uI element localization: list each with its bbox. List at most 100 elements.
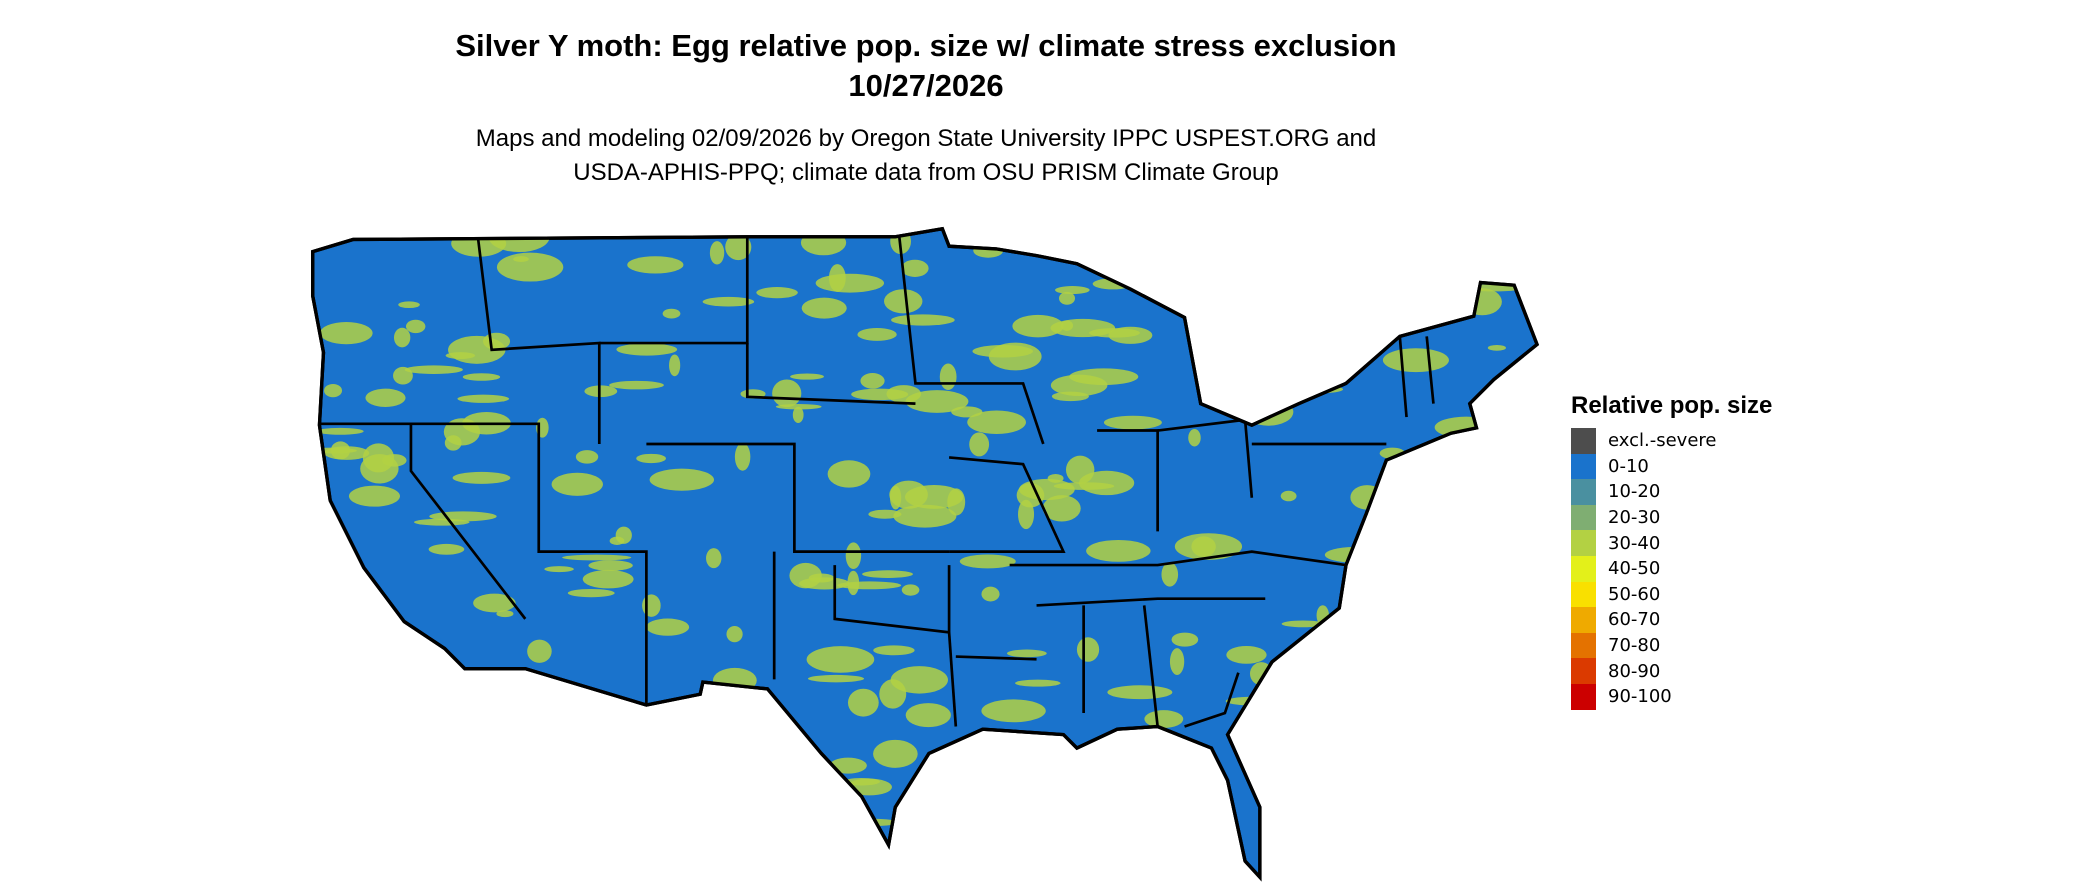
- population-patch: [1364, 260, 1416, 271]
- population-patch: [365, 388, 406, 407]
- population-patch: [890, 666, 949, 694]
- population-patch: [1462, 288, 1502, 316]
- population-patch: [457, 394, 510, 403]
- legend-title: Relative pop. size: [1571, 392, 1773, 419]
- population-patch: [1391, 590, 1408, 600]
- population-patch: [609, 536, 625, 546]
- population-patch: [1050, 318, 1116, 338]
- population-patch: [1472, 553, 1485, 569]
- population-patch: [726, 625, 743, 643]
- population-patch: [981, 699, 1046, 723]
- legend-item: 10-20: [1571, 479, 1772, 505]
- state-border: [1184, 672, 1240, 728]
- population-patch: [330, 441, 351, 460]
- population-patch: [829, 757, 867, 774]
- population-patch: [1292, 852, 1349, 864]
- population-patch: [618, 735, 677, 755]
- population-patch: [1136, 754, 1205, 766]
- population-patch: [893, 504, 957, 528]
- population-patch: [1012, 314, 1064, 338]
- population-patch: [393, 366, 413, 385]
- population-patch: [862, 570, 913, 578]
- population-patch: [663, 801, 710, 817]
- legend-label: 30-40: [1608, 532, 1661, 554]
- population-patch: [939, 363, 957, 391]
- population-patch: [981, 586, 1000, 602]
- population-patch: [1173, 291, 1230, 317]
- population-patch: [1486, 854, 1514, 861]
- population-patch: [1272, 661, 1289, 685]
- legend-label: 80-90: [1608, 660, 1661, 682]
- population-patch: [398, 301, 420, 309]
- map-subtitle-line2: USDA-APHIS-PPQ; climate data from OSU PR…: [573, 159, 1279, 186]
- population-patch: [706, 548, 722, 569]
- state-border: [319, 422, 648, 704]
- population-patch: [627, 838, 665, 848]
- population-patch: [1160, 238, 1180, 252]
- population-patch: [348, 485, 400, 507]
- population-patch: [1411, 769, 1467, 790]
- population-patch: [1321, 696, 1367, 725]
- population-patch: [1487, 344, 1506, 351]
- legend-item: 30-40: [1571, 530, 1772, 556]
- population-patch: [1493, 228, 1511, 250]
- population-patch: [513, 256, 529, 263]
- population-patch: [1164, 776, 1197, 798]
- population-patch: [404, 365, 463, 375]
- population-patch: [562, 554, 632, 561]
- legend-swatch: [1571, 683, 1596, 710]
- legend-item: 20-30: [1571, 504, 1772, 531]
- population-patch: [462, 373, 501, 381]
- legend: Relative pop. size excl.-severe 0-10 10-20…: [1571, 392, 1772, 710]
- population-patch: [988, 342, 1042, 371]
- population-patch: [1102, 230, 1142, 245]
- state-border: [409, 423, 527, 620]
- population-patch: [1459, 707, 1476, 721]
- legend-label: 60-70: [1608, 609, 1661, 631]
- population-patch: [905, 703, 951, 728]
- population-patch: [1453, 735, 1520, 746]
- legend-item: 60-70: [1571, 607, 1772, 633]
- population-patch: [1346, 590, 1375, 601]
- population-patch: [595, 823, 621, 847]
- population-patch: [586, 788, 626, 801]
- legend-swatch: [1571, 479, 1596, 505]
- population-patch: [399, 699, 455, 711]
- map-title: Silver Y moth: Egg relative pop. size w/…: [455, 28, 1397, 63]
- population-patch: [790, 373, 824, 380]
- population-patch: [1306, 340, 1338, 356]
- legend-item: 50-60: [1571, 581, 1772, 608]
- legend-label: 0-10: [1608, 455, 1649, 477]
- population-patch: [789, 562, 822, 589]
- population-patch: [326, 580, 379, 604]
- population-patch: [901, 584, 920, 596]
- population-patch: [901, 259, 929, 277]
- state-border: [476, 239, 601, 444]
- population-patch: [495, 711, 552, 734]
- us-border: [311, 226, 1540, 882]
- population-patch: [905, 390, 969, 413]
- population-patch: [575, 450, 599, 464]
- population-patch: [792, 406, 804, 424]
- population-patch: [709, 241, 725, 265]
- state-border: [1425, 336, 1435, 404]
- population-patch: [952, 848, 1001, 875]
- population-patch: [725, 233, 752, 261]
- population-patch: [496, 610, 514, 618]
- legend-label: excl.-severe: [1608, 430, 1717, 452]
- legend-item: 40-50: [1571, 555, 1772, 582]
- population-patch: [626, 809, 675, 839]
- population-patch: [1104, 772, 1129, 799]
- population-patch: [440, 693, 502, 700]
- legend-item: 70-80: [1571, 632, 1772, 659]
- population-patch: [1042, 495, 1081, 522]
- legend-label: 70-80: [1608, 635, 1661, 657]
- state-border: [897, 236, 1045, 445]
- population-patch: [1087, 818, 1104, 840]
- population-patch: [1171, 632, 1199, 647]
- population-patch: [827, 460, 871, 488]
- legend-swatch: [1571, 607, 1596, 633]
- population-patch: [1377, 525, 1411, 534]
- population-patch: [521, 767, 564, 786]
